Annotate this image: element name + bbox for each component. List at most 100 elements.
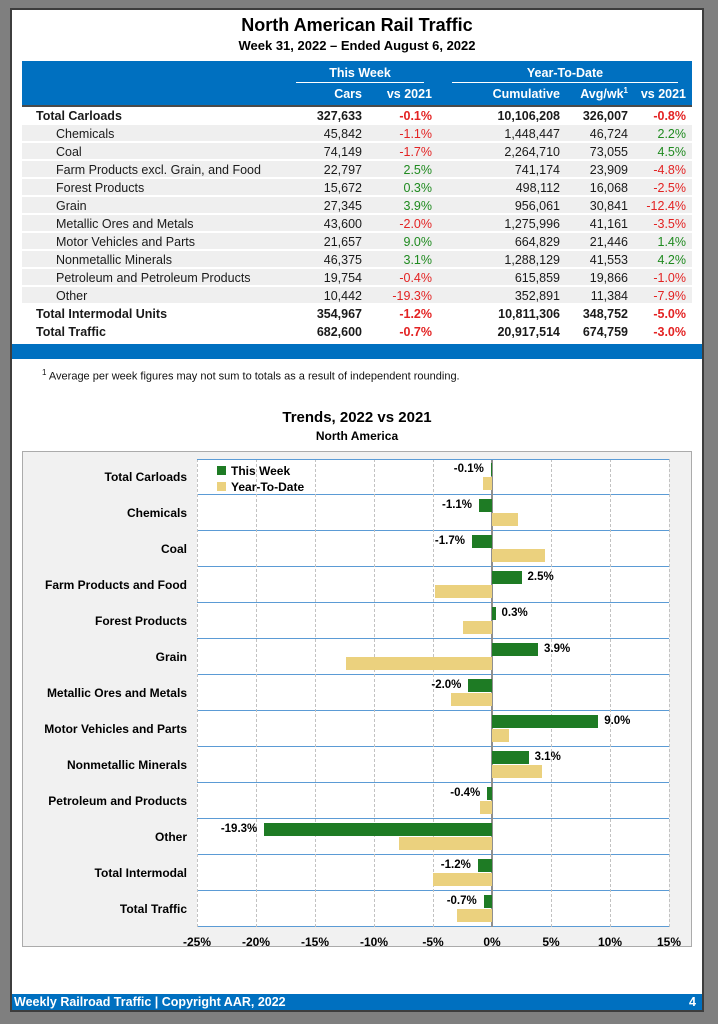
table-cell: 4.2%: [657, 253, 687, 267]
table-cell: 682,600: [316, 325, 362, 339]
table-cell: 46,724: [589, 127, 628, 141]
table-cell: Grain: [56, 199, 87, 213]
footnote-text: Average per week figures may not sum to …: [48, 370, 460, 383]
table-cell: -1.0%: [653, 271, 686, 285]
page-title: North American Rail Traffic: [241, 15, 473, 35]
x-axis-tick-label: -20%: [241, 934, 271, 949]
legend-label: Year-To-Date: [231, 479, 305, 494]
col-group-year-to-date: Year-To-Date: [438, 66, 692, 83]
report-page: North American Rail Traffic Week 31, 202…: [10, 8, 704, 1012]
bar-this-week: [468, 679, 492, 693]
bar-value-label: -1.7%: [434, 535, 465, 548]
trends-bar-chart: -25% -20% -15% -10% -5% 0% 5% 10% 15% Total Carlo…: [22, 450, 692, 949]
separator-band: [12, 344, 702, 359]
table-cell: -2.5%: [653, 181, 686, 195]
bar-value-label: 3.1%: [534, 751, 561, 764]
table-cell: 11,384: [590, 289, 628, 303]
table-cell: Coal: [56, 145, 82, 159]
bar-year-to-date: [492, 764, 542, 778]
bar-this-week: [492, 571, 522, 585]
table-row: Metallic Ores and Metals 43,600 -2.0% 1,275…: [22, 215, 692, 233]
table-cell: 741,174: [514, 163, 560, 177]
table-cell: Total Traffic: [36, 325, 106, 339]
table-cell: 21,446: [589, 235, 628, 249]
gridline: [197, 458, 198, 927]
table-cell: 674,759: [582, 325, 628, 339]
table-cell: 4.5%: [657, 145, 687, 159]
table-cell: -0.8%: [653, 109, 686, 123]
table-cell: Other: [56, 289, 88, 303]
table-cell: 41,553: [589, 253, 628, 267]
table-cell: 327,633: [316, 109, 362, 123]
table-cell: Metallic Ores and Metals: [56, 217, 194, 231]
table-cell: 21,657: [323, 235, 362, 249]
table-cell: 19,866: [589, 271, 628, 285]
table-cell: -3.5%: [653, 217, 686, 231]
table-cell: -1.1%: [399, 127, 432, 141]
table-cell: 956,061: [514, 199, 560, 213]
table-cell: Chemicals: [56, 127, 115, 141]
table-cell: 46,375: [323, 253, 362, 267]
table-cell: 23,909: [589, 163, 628, 177]
bar-value-label: -1.2%: [440, 859, 471, 872]
bar-value-label: -0.4%: [450, 787, 481, 800]
bar-year-to-date: [482, 476, 492, 490]
page-subtitle: Week 31, 2022 – Ended August 6, 2022: [238, 38, 476, 53]
gridline: [669, 458, 670, 927]
table-cell: 9.0%: [403, 235, 433, 249]
table-cell: 19,754: [323, 271, 362, 285]
category-label: Grain: [155, 649, 187, 664]
table-cell: 15,672: [323, 181, 362, 195]
table-cell: Motor Vehicles and Parts: [56, 235, 195, 249]
bar-year-to-date: [462, 620, 492, 634]
table-row: Forest Products 15,672 0.3% 498,112 16,068 -2…: [22, 179, 692, 197]
traffic-table: This Week Year-To-Date Cars vs 2021 Cumu…: [22, 61, 692, 341]
table-row: Grain 27,345 3.9% 956,061 30,841 -12.4%: [22, 197, 692, 215]
table-cell: -1.2%: [399, 307, 432, 321]
x-axis-tick-label: -15%: [300, 934, 330, 949]
table-cell: -4.8%: [653, 163, 686, 177]
bar-year-to-date: [456, 908, 492, 922]
col-header-cars: Cars: [334, 87, 362, 101]
category-label: Farm Products and Food: [44, 577, 187, 592]
bar-year-to-date: [492, 548, 546, 562]
table-cell: Petroleum and Petroleum Products: [56, 271, 251, 285]
bar-year-to-date: [480, 800, 492, 814]
col-header-avgwk: Avg/wk1: [580, 86, 628, 102]
table-cell: 20,917,514: [497, 325, 560, 339]
x-axis-tick-label: -25%: [182, 934, 212, 949]
category-label: Nonmetallic Minerals: [66, 757, 187, 772]
bar-year-to-date: [435, 584, 492, 598]
gridline: [610, 458, 611, 927]
table-cell: 22,797: [323, 163, 362, 177]
legend-swatch-icon: [217, 482, 226, 492]
bar-this-week: [264, 823, 492, 837]
gridline: [433, 458, 434, 927]
table-cell: 615,859: [514, 271, 560, 285]
bar-this-week: [479, 499, 492, 513]
table-cell: 41,161: [589, 217, 628, 231]
bar-this-week: [492, 715, 599, 729]
table-cell: 348,752: [582, 307, 628, 321]
bar-value-label: -1.1%: [441, 499, 473, 512]
bar-this-week: [490, 463, 493, 477]
footer-text: Weekly Railroad Traffic | Copyright AAR,…: [14, 995, 286, 1009]
footnote: 1 Average per week figures may not sum t…: [42, 368, 702, 383]
gridline: [374, 458, 375, 927]
table-cell: -0.4%: [399, 271, 432, 285]
bar-this-week: [492, 643, 539, 657]
bar-year-to-date: [492, 512, 518, 526]
bar-year-to-date: [345, 656, 492, 670]
x-axis-tick-label: -10%: [359, 934, 389, 949]
bar-year-to-date: [433, 872, 492, 886]
col-header-vs2021-week: vs 2021: [386, 87, 432, 101]
category-label: Other: [154, 829, 187, 844]
category-label: Chemicals: [126, 505, 187, 520]
bar-value-label: 3.9%: [544, 643, 571, 656]
table-cell: 354,967: [316, 307, 362, 321]
category-label: Metallic Ores and Metals: [46, 685, 187, 700]
legend-item: Year-To-Date: [217, 479, 304, 495]
bar-year-to-date: [398, 836, 492, 850]
table-cell: 498,112: [515, 181, 560, 195]
category-label: Total Traffic: [119, 901, 187, 916]
